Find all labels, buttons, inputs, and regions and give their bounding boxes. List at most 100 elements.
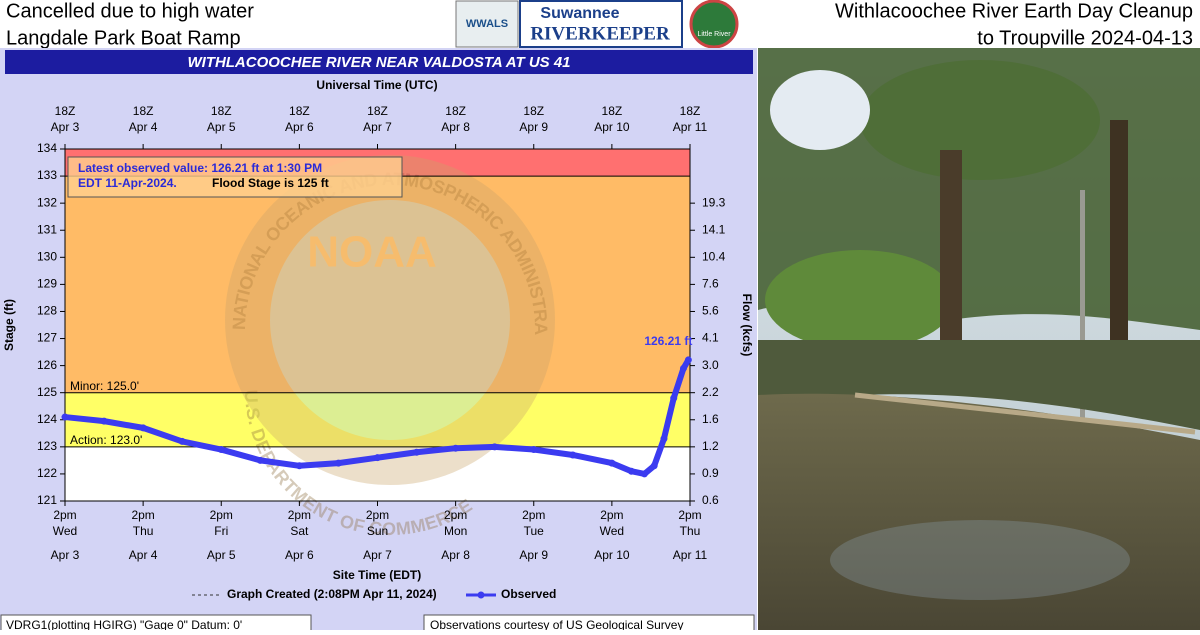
- photo-trunk: [1110, 120, 1128, 350]
- x-tick-label: Apr 9: [519, 548, 548, 562]
- note-text: Flood Stage is 125 ft: [212, 176, 329, 190]
- x-tick-label: 2pm: [444, 508, 467, 522]
- photo: [758, 48, 1200, 630]
- data-point: [640, 470, 648, 478]
- logo-text: Little River: [697, 31, 731, 38]
- legend-text: Graph Created (2:08PM Apr 11, 2024): [227, 587, 437, 601]
- y2-tick-label: 7.6: [702, 277, 719, 291]
- y-tick-label: 131: [37, 222, 57, 236]
- x-tick-label: Tue: [524, 524, 545, 538]
- x-tick-label: Apr 3: [51, 548, 80, 562]
- x-tick-label: 2pm: [366, 508, 389, 522]
- x2-tick-label: Apr 11: [673, 120, 708, 134]
- data-point: [660, 435, 668, 443]
- photo-water: [758, 340, 1200, 430]
- data-point: [670, 394, 678, 402]
- y2-tick-label: 1.6: [702, 412, 719, 426]
- x-tick-label: Apr 10: [594, 548, 630, 562]
- legend-label: Observed: [501, 587, 556, 601]
- x-tick-label: 2pm: [678, 508, 701, 522]
- x-tick-label: Thu: [133, 524, 154, 538]
- x2-tick-label: Apr 6: [285, 120, 314, 134]
- y-axis-title: Stage (ft): [2, 299, 16, 351]
- x2-tick-label: 18Z: [367, 104, 388, 118]
- y-tick-label: 121: [37, 493, 57, 507]
- logo-text: WWALS: [466, 18, 508, 30]
- x-tick-label: Wed: [53, 524, 77, 538]
- data-point: [61, 413, 69, 421]
- photo-puddle: [830, 520, 1130, 600]
- data-point: [491, 443, 499, 451]
- x2-tick-label: 18Z: [55, 104, 76, 118]
- series-line: [62, 356, 692, 477]
- x2-tick-label: 18Z: [523, 104, 544, 118]
- x-tick-label: 2pm: [288, 508, 311, 522]
- x-tick-label: Apr 8: [441, 548, 470, 562]
- y-tick-label: 126: [37, 358, 57, 372]
- data-point: [295, 462, 303, 470]
- y2-tick-label: 14.1: [702, 222, 726, 236]
- watermark-text: NOAA: [307, 228, 437, 277]
- data-point: [413, 448, 421, 456]
- y2-tick-label: 3.0: [702, 358, 719, 372]
- header-text: Withlacoochee River Earth Day Cleanup: [835, 0, 1193, 22]
- x2-tick-label: 18Z: [211, 104, 232, 118]
- x-axis-title: Site Time (EDT): [333, 568, 421, 582]
- x2-tick-label: Apr 4: [129, 120, 158, 134]
- note-text: Latest observed value: 126.21 ft at 1:30…: [78, 161, 322, 175]
- data-point: [627, 467, 635, 475]
- y2-tick-label: 1.2: [702, 439, 719, 453]
- x2-tick-label: Apr 5: [207, 120, 236, 134]
- x2-tick-label: Apr 7: [363, 120, 392, 134]
- header-text: Langdale Park Boat Ramp: [6, 27, 241, 49]
- x-tick-label: 2pm: [210, 508, 233, 522]
- y-tick-label: 128: [37, 304, 57, 318]
- data-point: [608, 459, 616, 467]
- y-tick-label: 122: [37, 466, 57, 480]
- logo-text: RIVERKEEPER: [530, 23, 670, 44]
- x2-tick-label: Apr 9: [519, 120, 548, 134]
- data-point: [679, 364, 687, 372]
- x-tick-label: Apr 11: [673, 548, 708, 562]
- photo-canopy: [860, 60, 1100, 180]
- photo-pole: [1080, 190, 1085, 435]
- x-tick-label: Sat: [290, 524, 309, 538]
- data-label: 126.21 ft: [644, 334, 692, 348]
- stage-label: Minor: 125.0': [70, 379, 139, 393]
- x-tick-label: Apr 4: [129, 548, 158, 562]
- x-tick-label: Fri: [214, 524, 228, 538]
- logo: [689, 0, 739, 49]
- title-bar: [5, 50, 753, 74]
- x2-tick-label: Apr 10: [594, 120, 630, 134]
- header-text: to Troupville 2024-04-13: [977, 27, 1193, 49]
- data-point: [256, 456, 264, 464]
- data-point: [139, 424, 147, 432]
- data-point: [650, 462, 658, 470]
- x2-tick-label: 18Z: [680, 104, 701, 118]
- x2-tick-label: 18Z: [289, 104, 310, 118]
- photo-trunk: [940, 150, 962, 350]
- x2-tick-label: Apr 8: [441, 120, 470, 134]
- data-point: [100, 417, 108, 425]
- x2-tick-label: 18Z: [133, 104, 154, 118]
- data-point: [452, 444, 460, 452]
- x2-tick-label: 18Z: [602, 104, 623, 118]
- y2-tick-label: 0.6: [702, 493, 719, 507]
- data-point: [217, 446, 225, 454]
- data-point: [178, 437, 186, 445]
- photo-ground: [758, 393, 1200, 630]
- y2-tick-label: 19.3: [702, 195, 726, 209]
- x-tick-label: Apr 5: [207, 548, 236, 562]
- data-point: [374, 454, 381, 462]
- x-tick-label: Apr 6: [285, 548, 314, 562]
- header-text: Cancelled due to high water: [6, 0, 254, 22]
- watermark-ring: [225, 155, 555, 485]
- footer-text: Observations courtesy of US Geological S…: [430, 618, 683, 630]
- chart-title: WITHLACOOCHEE RIVER NEAR VALDOSTA AT US …: [187, 54, 570, 71]
- data-point: [334, 459, 342, 467]
- x-tick-label: 2pm: [600, 508, 623, 522]
- y2-tick-label: 10.4: [702, 249, 726, 263]
- x2-axis-title: Universal Time (UTC): [316, 78, 437, 92]
- footer-text: VDRG1(plotting HGIRG) "Gage 0" Datum: 0': [6, 618, 242, 630]
- y2-tick-label: 5.6: [702, 304, 719, 318]
